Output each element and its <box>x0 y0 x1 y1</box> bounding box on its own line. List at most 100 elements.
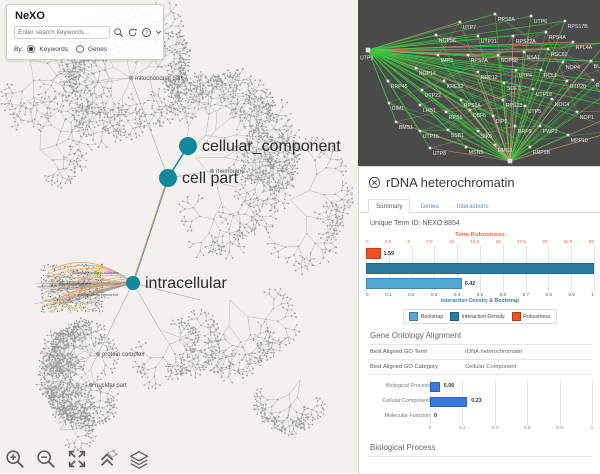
gene-node[interactable] <box>419 130 422 133</box>
gene-node[interactable] <box>421 89 424 92</box>
gene-node[interactable] <box>459 21 462 24</box>
gene-node[interactable] <box>435 34 438 37</box>
gene-node-label: LHB1 <box>423 108 436 114</box>
gene-node[interactable] <box>523 51 526 54</box>
gene-node[interactable] <box>545 31 548 34</box>
zoom-in-icon[interactable] <box>4 448 26 470</box>
ontology-node-small[interactable] <box>96 352 100 356</box>
gene-node[interactable] <box>388 102 391 105</box>
gene-node[interactable] <box>576 111 579 114</box>
gene-node[interactable] <box>429 147 432 150</box>
gene-node[interactable] <box>551 98 554 101</box>
chevron-down-icon[interactable] <box>155 27 162 38</box>
layers-icon[interactable] <box>128 448 150 470</box>
search-card[interactable]: NeXO ? By: Keywords Genes <box>6 4 164 60</box>
gene-node[interactable] <box>494 13 497 16</box>
gene-node[interactable] <box>547 48 550 51</box>
gene-node-label: RPS6 <box>449 115 463 121</box>
gene-node[interactable] <box>572 41 575 44</box>
gene-node[interactable] <box>567 134 570 137</box>
gene-node[interactable] <box>494 144 497 147</box>
gene-node[interactable] <box>530 15 533 18</box>
gene-node[interactable] <box>540 69 543 72</box>
gene-node-label: RPL4A <box>576 45 593 51</box>
gene-node[interactable] <box>419 104 422 107</box>
search-input[interactable] <box>14 26 110 39</box>
term-detail-panel[interactable]: rDNA heterochromatin Summary Genes Inter… <box>358 166 600 474</box>
detail-tabs[interactable]: Summary Genes Interactions <box>359 192 600 213</box>
gene-node[interactable] <box>590 60 593 63</box>
help-icon[interactable]: ? <box>141 27 152 38</box>
gene-node[interactable] <box>508 159 513 164</box>
go-axis-tick: 0.6 <box>524 426 531 431</box>
gene-node[interactable] <box>437 54 440 57</box>
tab-summary[interactable]: Summary <box>368 199 410 213</box>
gene-node[interactable] <box>564 20 567 23</box>
gene-node[interactable] <box>562 61 565 64</box>
gene-node[interactable] <box>497 54 500 57</box>
gene-node[interactable] <box>566 80 569 83</box>
gene-node-label: NOP4 <box>566 65 580 71</box>
radio-genes[interactable] <box>76 45 84 53</box>
gene-node[interactable] <box>492 115 495 118</box>
filter-row[interactable]: By: Keywords Genes <box>14 45 156 53</box>
gene-node[interactable] <box>529 146 532 149</box>
gene-node[interactable] <box>445 111 448 114</box>
refresh-icon[interactable] <box>127 27 138 38</box>
gene-node[interactable] <box>443 80 446 83</box>
gene-node-label: SIK6 <box>481 134 492 140</box>
zoom-out-icon[interactable] <box>35 448 57 470</box>
ontology-node-cellular-component[interactable] <box>179 137 197 155</box>
gene-node[interactable] <box>515 69 518 72</box>
network-toolbar[interactable] <box>4 448 150 470</box>
axis-tick-top: 15 <box>496 239 501 244</box>
axis-tick-bottom: 0.1 <box>385 292 391 297</box>
gene-node[interactable] <box>477 71 480 74</box>
gene-node[interactable] <box>467 54 470 57</box>
gene-node[interactable] <box>387 80 390 83</box>
gene-node[interactable] <box>539 125 542 128</box>
gene-node[interactable] <box>477 130 480 133</box>
ontology-node-cell-part[interactable] <box>159 169 177 187</box>
gene-node-label: MSN5 <box>469 150 484 156</box>
gene-node-label: NOC4 <box>555 102 570 108</box>
close-circle-icon[interactable] <box>368 176 381 189</box>
gene-node-label: RPS22A <box>516 39 536 45</box>
tab-genes[interactable]: Genes <box>412 199 446 213</box>
search-icon[interactable] <box>113 27 124 38</box>
gene-node[interactable] <box>502 99 505 102</box>
ontology-node-intracellular[interactable] <box>126 276 140 290</box>
gene-node[interactable] <box>503 82 506 85</box>
gene-node[interactable] <box>469 109 472 112</box>
gene-node[interactable] <box>532 88 535 91</box>
gene-node[interactable] <box>415 67 418 70</box>
robustness-chart-title: Term Robustness <box>366 232 594 238</box>
gene-node-label: RRP12 <box>481 75 498 81</box>
gene-node[interactable] <box>477 35 480 38</box>
gene-node[interactable] <box>465 146 468 149</box>
radio-keywords[interactable] <box>27 45 35 53</box>
axis-tick-bottom: 0.6 <box>500 292 506 297</box>
fit-screen-icon[interactable] <box>66 448 88 470</box>
search-row[interactable]: ? <box>14 26 156 39</box>
go-category-label: Biological Process <box>368 383 430 389</box>
ontology-node-small[interactable] <box>129 76 133 80</box>
ontology-node-small[interactable] <box>89 383 93 387</box>
gene-node[interactable] <box>460 99 463 102</box>
gene-node[interactable] <box>514 125 517 128</box>
gene-node[interactable] <box>512 35 515 38</box>
gene-node[interactable] <box>447 129 450 132</box>
tab-interactions[interactable]: Interactions <box>449 199 497 213</box>
gene-node[interactable] <box>395 121 398 124</box>
gene-node[interactable] <box>592 79 595 82</box>
gene-node[interactable] <box>366 48 371 53</box>
gene-node-label: RPS4A <box>549 35 567 41</box>
axis-tick-bottom: 0.2 <box>408 292 414 297</box>
gene-node[interactable] <box>524 105 527 108</box>
collapse-icon[interactable] <box>97 448 119 470</box>
